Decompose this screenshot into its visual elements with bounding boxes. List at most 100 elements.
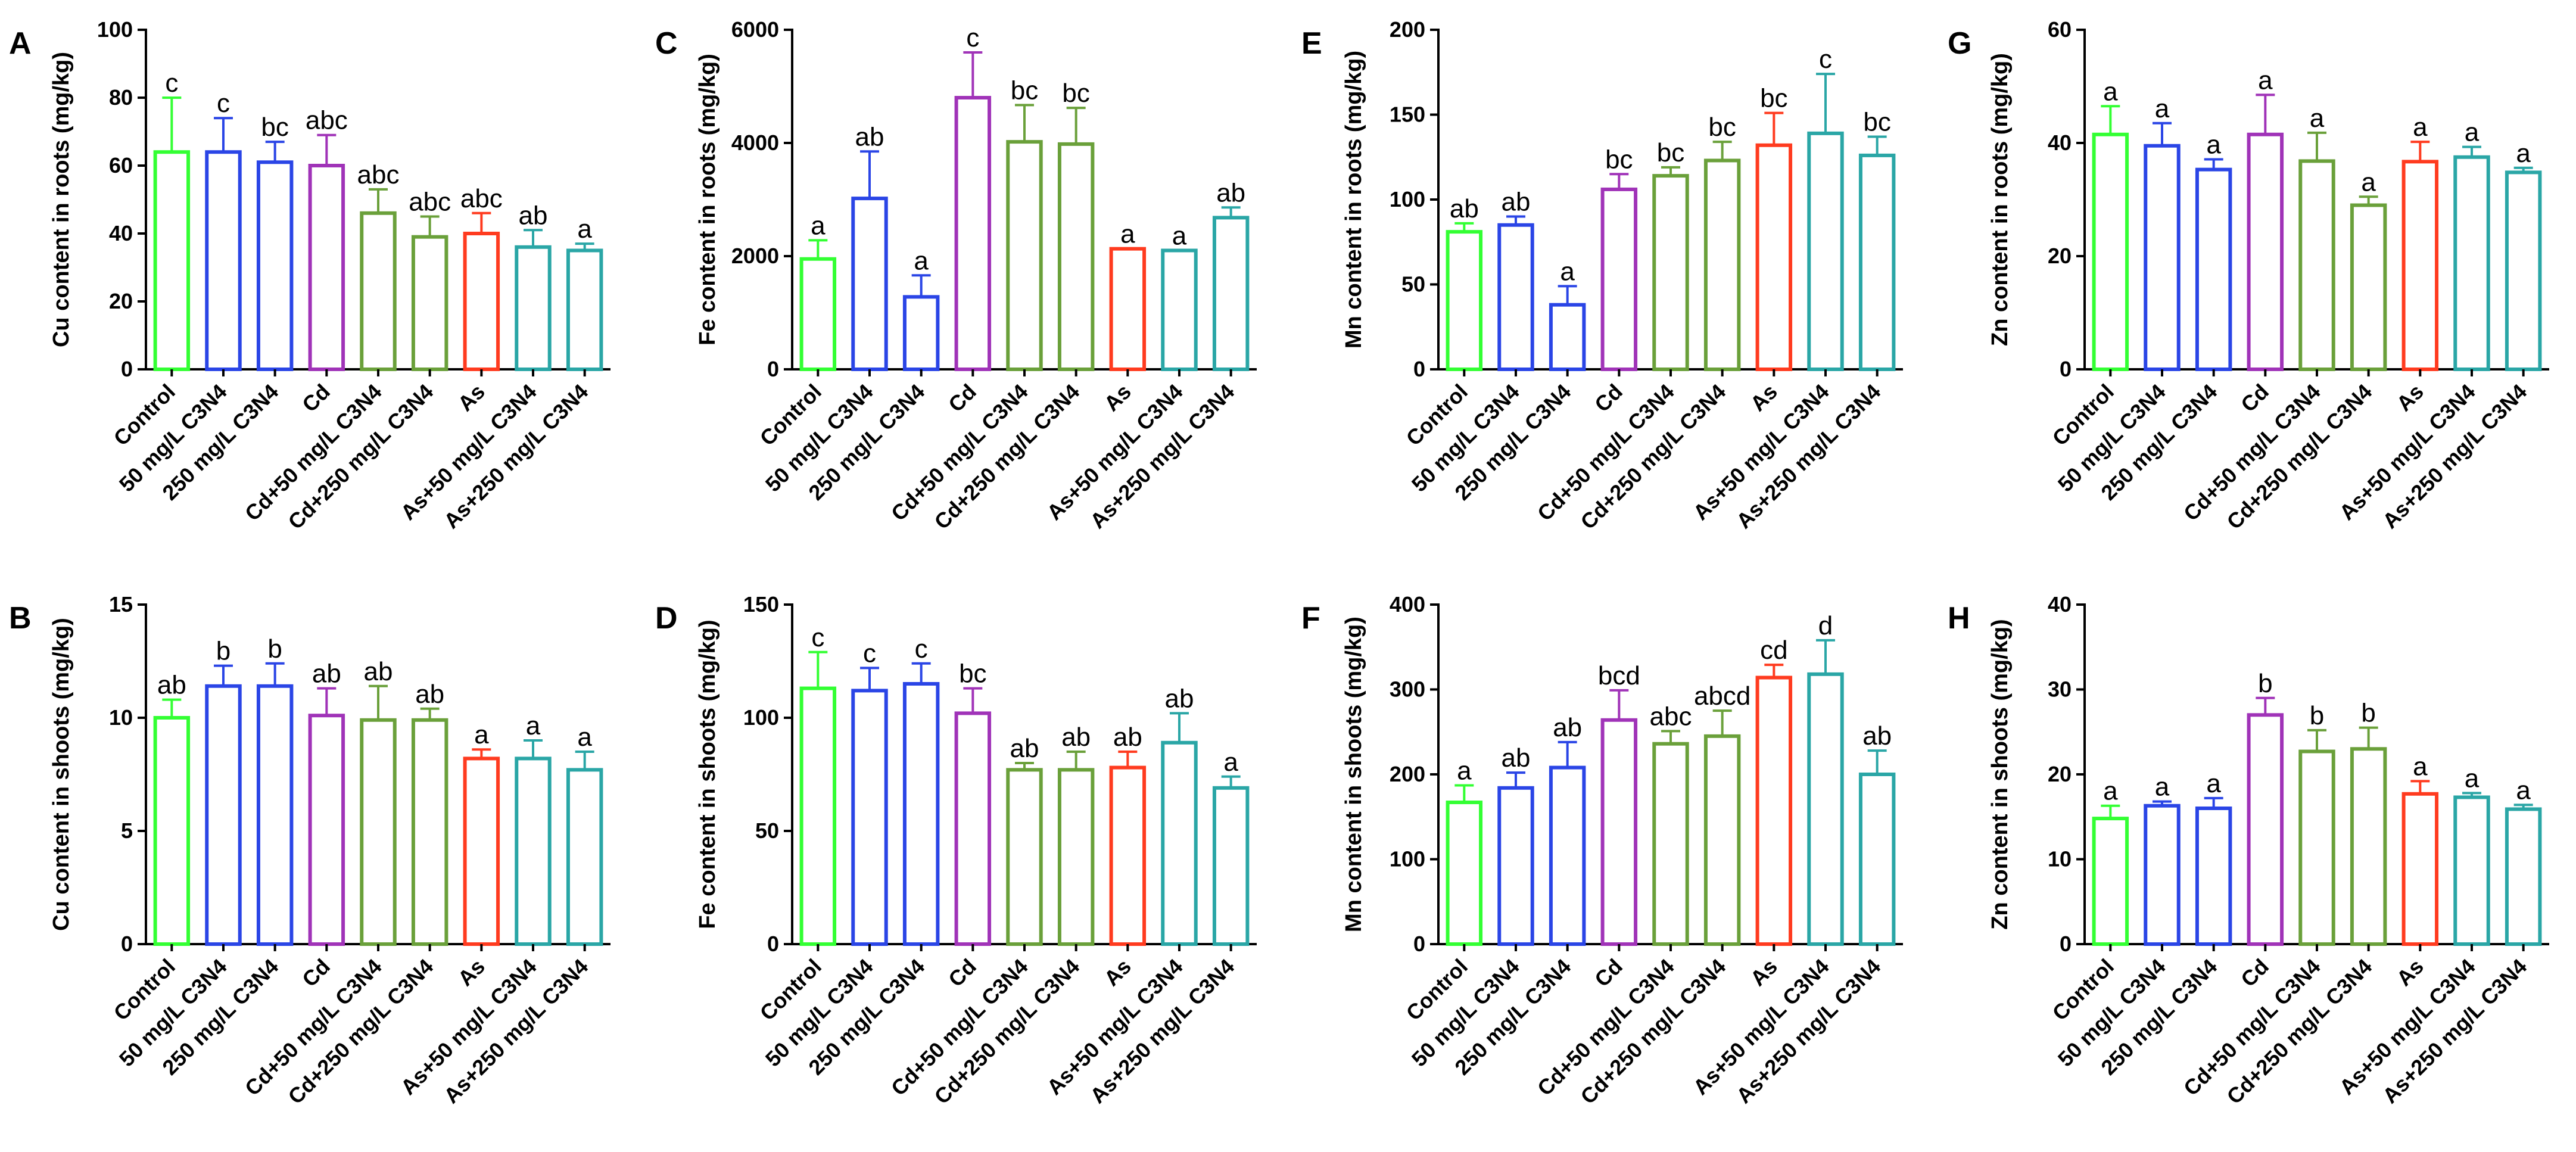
- panel-e-sig-label: a: [1560, 257, 1575, 286]
- panel-b-sig-label: ab: [364, 657, 393, 686]
- panel-h-sig-label: b: [2310, 701, 2324, 730]
- panel-g-sig-label: a: [2258, 66, 2273, 95]
- panel-b-ytick-label: 10: [109, 705, 133, 730]
- panel-h-sig-label: b: [2361, 699, 2375, 728]
- panel-a-bar: [308, 164, 345, 371]
- panel-e-sig-label: bc: [1605, 145, 1633, 174]
- panel-g-ytick-label: 60: [2048, 17, 2072, 42]
- panel-h-ytick-label: 30: [2048, 677, 2072, 702]
- panel-g-sig-label: a: [2361, 167, 2376, 197]
- panel-a-sig-label: abc: [306, 106, 348, 135]
- panel-f-bar: [1807, 672, 1844, 946]
- panel-f-bar: [1446, 801, 1483, 946]
- panel-g-bar: [2401, 160, 2439, 371]
- panel-d-sig-label: ab: [1165, 684, 1194, 713]
- panel-b-bar: [205, 684, 242, 946]
- panel-e-bar: [1497, 223, 1534, 371]
- panel-h-category-label: Cd: [2236, 954, 2273, 992]
- panel-b-bar: [566, 768, 603, 946]
- panel-g-sig-label: a: [2310, 104, 2325, 133]
- panel-d-ytick-label: 100: [743, 705, 779, 730]
- panel-f-sig-label: d: [1818, 611, 1833, 640]
- panel-c-sig-label: a: [811, 211, 826, 240]
- panel-a-category-label: As: [453, 379, 490, 416]
- panel-b-bar: [463, 756, 500, 946]
- panel-d-letter: D: [655, 601, 678, 636]
- panel-e-bar: [1652, 174, 1689, 371]
- panel-c-ylabel: Fe content in roots (mg/kg): [695, 54, 720, 345]
- panel-e-sig-label: bc: [1863, 108, 1890, 137]
- panel-f-sig-label: ab: [1502, 743, 1531, 773]
- panel-c-sig-label: c: [966, 23, 979, 52]
- panel-b-bar: [153, 716, 191, 946]
- panel-b-bar: [411, 718, 448, 946]
- panel-b-ytick-label: 0: [121, 932, 133, 956]
- panel-f-category-label: Cd: [1590, 954, 1627, 992]
- panel-e-category-label: As: [1745, 379, 1782, 416]
- panel-f-sig-label: abcd: [1694, 681, 1750, 711]
- panel-f-sig-label: cd: [1760, 636, 1787, 665]
- panel-c-ytick-label: 4000: [731, 130, 779, 155]
- panel-b-sig-label: b: [267, 634, 282, 664]
- panel-a-category-label: Cd: [297, 379, 335, 417]
- panel-a-bar: [411, 235, 448, 372]
- panel-f-sig-label: a: [1457, 756, 1472, 786]
- panel-a-sig-label: abc: [409, 188, 451, 217]
- panel-c-sig-label: ab: [855, 122, 884, 151]
- panel-h-sig-label: a: [2413, 752, 2428, 781]
- panel-b-sig-label: a: [474, 720, 489, 749]
- panel-d-bar: [954, 711, 992, 946]
- panel-g-letter: G: [1948, 26, 1971, 61]
- panel-c-category-label: As: [1099, 379, 1136, 416]
- panel-e-ylabel: Mn content in roots (mg/kg): [1341, 51, 1366, 348]
- panel-b-sig-label: ab: [415, 680, 444, 709]
- panel-e-bar: [1755, 143, 1793, 372]
- panel-a-ytick-label: 100: [97, 17, 133, 42]
- panel-f-sig-label: ab: [1862, 721, 1892, 751]
- panel-d-bar: [1006, 768, 1043, 946]
- panel-f-ytick-label: 0: [1413, 932, 1425, 956]
- panel-c-bar: [954, 96, 992, 371]
- panel-f-sig-label: ab: [1553, 713, 1582, 742]
- panel-f-sig-label: bcd: [1598, 661, 1640, 690]
- panel-a-ytick-label: 40: [109, 221, 133, 245]
- panel-g-bar: [2350, 203, 2387, 371]
- panel-e-sig-label: c: [1819, 45, 1832, 74]
- panel-g-ytick-label: 40: [2048, 130, 2072, 155]
- panel-d-ytick-label: 50: [755, 818, 779, 843]
- panel-c-bar: [851, 197, 888, 371]
- panel-g-bar: [2144, 144, 2181, 371]
- panel-h-bar: [2195, 807, 2232, 946]
- panel-b-bar: [308, 714, 345, 946]
- panel-h-bar: [2144, 804, 2181, 946]
- panel-e-category-label: Cd: [1590, 379, 1627, 417]
- panel-h-ylabel: Zn content in shoots (mg/kg): [1988, 619, 2013, 929]
- panel-g-bar: [2453, 155, 2490, 371]
- panel-b-category-label: Cd: [297, 954, 335, 992]
- panel-a-sig-label: abc: [460, 184, 503, 213]
- panel-h-bar: [2092, 817, 2129, 946]
- panel-d-bar: [1161, 740, 1198, 946]
- panel-f-ytick-label: 300: [1390, 677, 1425, 702]
- panel-b-bar: [515, 756, 552, 946]
- panel-h-letter: H: [1948, 601, 1970, 636]
- panel-f-bar: [1600, 718, 1638, 946]
- panel-a-bar: [515, 245, 552, 371]
- panel-a-sig-label: c: [217, 89, 230, 118]
- panel-d-bar: [799, 686, 837, 946]
- panel-c-bar: [1057, 142, 1095, 371]
- panel-g-bar: [2195, 167, 2232, 371]
- panel-a-bar: [566, 248, 603, 371]
- panel-a-ylabel: Cu content in roots (mg/kg): [49, 52, 74, 347]
- panel-h-sig-label: a: [2206, 769, 2221, 798]
- panel-f-ytick-label: 100: [1390, 847, 1425, 871]
- panel-a-ytick-label: 0: [121, 357, 133, 381]
- panel-b-sig-label: a: [526, 711, 541, 740]
- panel-e-ytick-label: 50: [1401, 272, 1425, 297]
- panel-d-bar: [1109, 765, 1147, 946]
- panel-d-bar: [1212, 786, 1250, 946]
- panel-g-bar: [2298, 159, 2335, 371]
- panel-h-ytick-label: 40: [2048, 592, 2072, 617]
- panel-h-bar: [2453, 795, 2490, 946]
- panel-b-bar: [360, 718, 397, 946]
